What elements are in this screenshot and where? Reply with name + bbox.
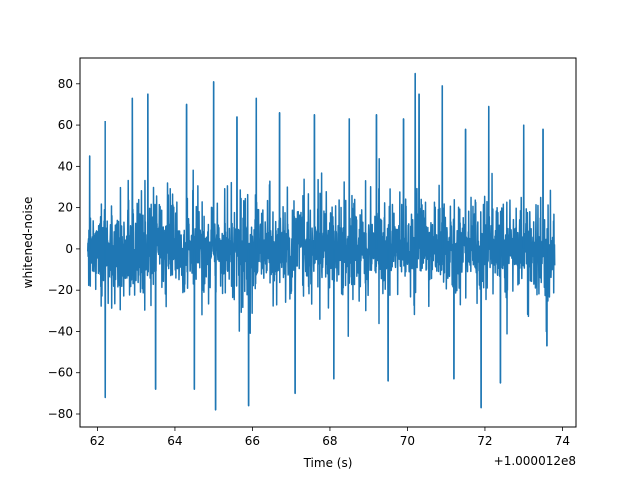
x-axis-label: Time (s) [303, 456, 353, 470]
x-tick-label: 62 [90, 434, 105, 448]
series-line [87, 72, 556, 411]
x-axis-offset-label: +1.000012e8 [494, 454, 576, 468]
x-tick-label: 74 [555, 434, 570, 448]
y-tick-label: −80 [48, 407, 73, 421]
y-tick-label: 40 [58, 159, 73, 173]
y-tick-label: −20 [48, 283, 73, 297]
y-axis-ticks: −80 −60 −40 −20 0 20 40 60 80 [48, 77, 80, 421]
y-tick-label: 60 [58, 118, 73, 132]
y-tick-label: 20 [58, 201, 73, 215]
x-axis-ticks: 62 64 66 68 70 72 74 [90, 427, 570, 448]
y-axis-label: whitened-noise [21, 197, 35, 289]
y-tick-label: 0 [65, 242, 73, 256]
x-tick-label: 72 [477, 434, 492, 448]
x-tick-label: 70 [400, 434, 415, 448]
y-tick-label: 80 [58, 77, 73, 91]
axes-frame [79, 57, 577, 428]
plot-area: 62 64 66 68 70 72 74 −80 −60 −40 −20 0 20 40 60 80 [48, 57, 577, 448]
x-tick-label: 64 [167, 434, 182, 448]
x-tick-label: 66 [245, 434, 260, 448]
series-layer [87, 72, 556, 411]
y-tick-label: −60 [48, 366, 73, 380]
y-tick-label: −40 [48, 324, 73, 338]
x-tick-label: 68 [322, 434, 337, 448]
